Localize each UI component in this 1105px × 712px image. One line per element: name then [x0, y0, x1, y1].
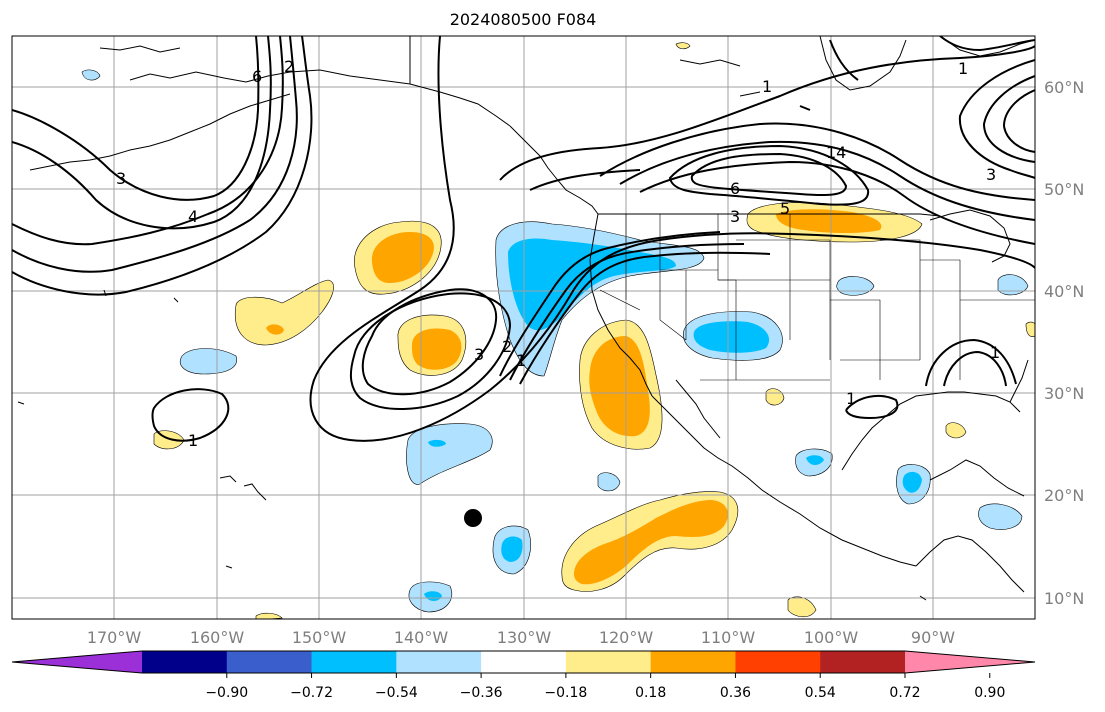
- lon-label: 110°W: [701, 628, 756, 647]
- lon-label: 170°W: [87, 628, 142, 647]
- lon-label: 150°W: [292, 628, 347, 647]
- anomaly-yellow-patch: [234, 279, 334, 346]
- colorbar-outline: [11, 650, 1036, 674]
- map-title: 2024080500 F084: [449, 10, 597, 29]
- graticule: [12, 36, 1035, 619]
- contour-label: 3: [986, 165, 996, 184]
- lat-label: 60°N: [1044, 78, 1084, 97]
- colorbar-segment: [396, 651, 482, 673]
- lon-label: 90°W: [911, 628, 955, 647]
- lat-label: 10°N: [1044, 589, 1084, 608]
- contour-label: 3: [730, 207, 740, 226]
- colorbar-segment: [142, 651, 228, 673]
- colorbar-tick-label: −0.54: [375, 685, 418, 701]
- anomaly-blue-patch: [81, 69, 101, 81]
- anomaly-yellow-patch: [787, 596, 817, 618]
- colorbar-tick-label: 0.54: [805, 685, 836, 701]
- colorbar-tick-label: 0.36: [720, 685, 751, 701]
- colorbar-tick-label: −0.90: [205, 685, 248, 701]
- anomaly-blue-patch-deep: [424, 591, 442, 601]
- colorbar-extend-max: [905, 651, 1035, 673]
- contour-label: 6: [730, 179, 740, 198]
- colorbar-tick-label: −0.36: [460, 685, 503, 701]
- anomaly-blue-patch-deep: [428, 439, 446, 447]
- contour-label: 1: [516, 351, 526, 370]
- anomaly-blue-patch-deep: [902, 471, 922, 493]
- anomaly-yellow-patch: [255, 612, 283, 619]
- colorbar-tick-label: −0.72: [290, 685, 333, 701]
- anomaly-yellow-patch: [675, 42, 691, 50]
- lon-label: 120°W: [599, 628, 654, 647]
- lat-label: 30°N: [1044, 384, 1084, 403]
- lon-label: 160°W: [190, 628, 245, 647]
- colorbar-segment: [735, 651, 821, 673]
- colorbar-tick-label: 0.18: [635, 685, 666, 701]
- colorbar-tick-label: 0.90: [974, 685, 1005, 701]
- anomaly-blue-patch: [406, 423, 493, 485]
- shaded-anomalies: [81, 42, 1035, 619]
- contour-label: 6: [252, 67, 262, 86]
- anomaly-orange-patch: [574, 500, 728, 585]
- colorbar-segment: [565, 651, 652, 673]
- colorbar-ticks: −0.90 −0.72 −0.54 −0.36 −0.18 0.18 0.36 …: [205, 685, 1005, 701]
- longitude-labels: 170°W 160°W 150°W 140°W 130°W 120°W 110°…: [87, 628, 955, 647]
- contour-label: 1: [846, 389, 856, 408]
- contour-label: 2: [502, 337, 512, 356]
- plot-frame: [11, 35, 1036, 620]
- contour-label: 1: [990, 343, 1000, 362]
- contour-label: 1: [762, 77, 772, 96]
- lon-label: 140°W: [394, 628, 449, 647]
- storm-center-marker: [464, 509, 482, 527]
- lon-label: 130°W: [497, 628, 552, 647]
- lat-label: 50°N: [1044, 180, 1084, 199]
- anomaly-blue-patch: [597, 472, 621, 492]
- anomaly-blue-patch-deep: [501, 536, 523, 562]
- contour-label: 14: [826, 143, 846, 162]
- latitude-labels: 60°N 50°N 40°N 30°N 20°N 10°N: [1044, 78, 1084, 608]
- colorbar-segment: [650, 651, 736, 673]
- anomaly-yellow-patch: [1025, 321, 1035, 337]
- anomaly-orange-patch: [589, 336, 650, 437]
- anomaly-blue-patch: [180, 348, 237, 375]
- colorbar-segment: [226, 651, 313, 673]
- contour-lines: [12, 36, 1035, 442]
- colorbar-tick-label: 0.72: [889, 685, 920, 701]
- colorbar-extend-min: [12, 651, 142, 673]
- anomaly-blue-patch: [997, 274, 1029, 296]
- anomaly-orange-patch: [371, 232, 434, 284]
- colorbar-segment: [820, 651, 906, 673]
- anomaly-blue-patch-deep: [693, 321, 770, 353]
- contour-label-group: 1 1 1 1 1 1 2 2 3 3 3 3 4 5 6 6 14: [116, 57, 1000, 450]
- anomaly-orange-patch: [776, 209, 882, 233]
- anomaly-blue-patch: [978, 503, 1023, 530]
- anomaly-yellow-patch: [945, 422, 967, 439]
- anomaly-blue-patch-deep: [806, 455, 824, 465]
- lat-label: 40°N: [1044, 282, 1084, 301]
- lat-label: 20°N: [1044, 486, 1084, 505]
- lon-label: 100°W: [804, 628, 859, 647]
- contour-label: 1: [188, 431, 198, 450]
- anomaly-orange-patch: [266, 324, 284, 335]
- colorbar-segment: [481, 651, 567, 673]
- coastlines: [17, 36, 1035, 601]
- colorbar-segment: [311, 651, 397, 673]
- contour-label: 5: [780, 199, 790, 218]
- colorbar: [11, 650, 1036, 678]
- contour-label: 3: [116, 169, 126, 188]
- contour-label: 3: [474, 345, 484, 364]
- state-borders: [599, 214, 1035, 381]
- anomaly-orange-patch: [412, 328, 462, 370]
- contour-label: 4: [188, 207, 198, 226]
- contour-label: 2: [284, 57, 294, 76]
- colorbar-tick-label: −0.18: [544, 685, 587, 701]
- contour-label: 1: [958, 59, 968, 78]
